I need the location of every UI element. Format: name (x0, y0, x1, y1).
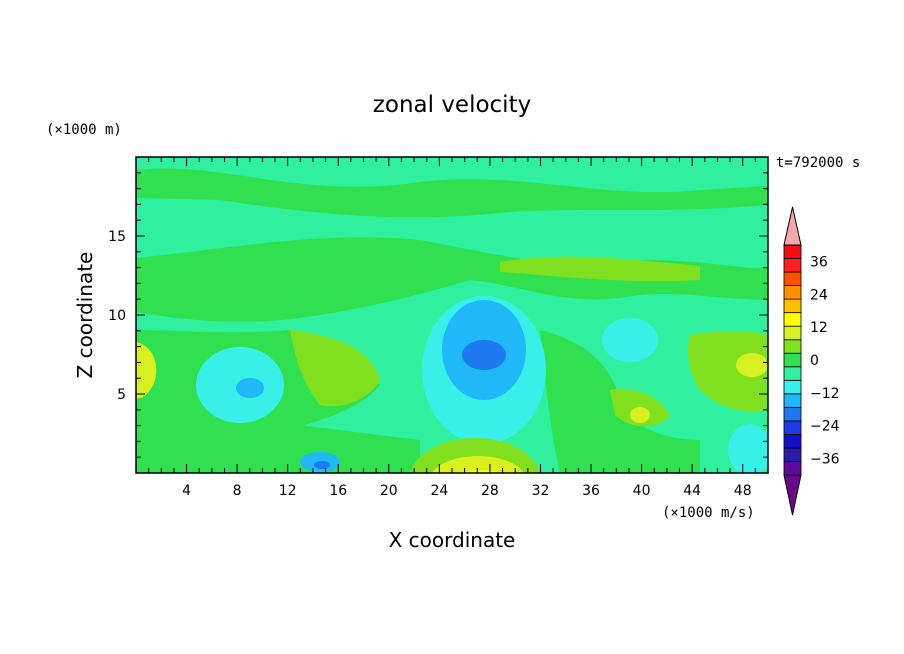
colorbar-swatch (783, 271, 802, 286)
y-tick-label: 5 (117, 387, 126, 403)
colorbar-swatch (783, 298, 802, 314)
band-upper-green (136, 168, 768, 218)
blob-bottom-core (314, 461, 330, 469)
colorbar-arrow-high (783, 206, 802, 246)
colorbar-tick-label: 0 (810, 353, 819, 369)
x-tick-label: 48 (734, 483, 752, 499)
band-mid-yellow (500, 256, 700, 282)
band-bottom-green (136, 417, 420, 473)
blob-bottom-green (410, 438, 540, 473)
y-tick-label: 15 (108, 229, 126, 245)
colorbar-arrow-low (783, 474, 802, 516)
colorbar-tick-label: 24 (810, 287, 828, 303)
x-tick-label: 32 (532, 483, 550, 499)
colorbar-swatch (783, 434, 802, 449)
colorbar-swatch (783, 258, 802, 273)
x-tick-label: 36 (582, 483, 600, 499)
blob-right-cyan (602, 318, 658, 362)
colorbar-swatch (783, 447, 802, 462)
colorbar-tick-label: 12 (810, 320, 828, 336)
colorbar-swatch (783, 420, 802, 435)
colorbar-swatch (783, 325, 802, 341)
colorbar-swatch (783, 339, 802, 354)
x-unit-label: (×1000 m/s) (662, 505, 755, 521)
blob-far-right-core (736, 353, 768, 377)
y-tick-label: 10 (108, 308, 126, 324)
colorbar-tick-label: −24 (810, 419, 840, 435)
colorbar-swatch (783, 393, 802, 408)
colorbar-swatch (783, 406, 802, 422)
x-tick-label: 40 (633, 483, 651, 499)
blob-center-core (462, 340, 506, 370)
y-axis-title: Z coordinate (73, 252, 97, 379)
chart-title: zonal velocity (373, 92, 531, 118)
x-tick-label: 12 (279, 483, 297, 499)
colorbar-tick-label: 36 (810, 254, 828, 270)
colorbar: 36 24 12 0 −12 −24 −36 (783, 206, 840, 516)
x-tick-label: 4 (182, 483, 191, 499)
y-axis: 5 10 15 (108, 172, 768, 458)
x-axis: 4 8 12 16 20 24 28 32 36 40 44 48 (148, 157, 756, 499)
band-mid-green (136, 237, 768, 322)
colorbar-swatch (783, 366, 802, 381)
colorbar-swatch (783, 379, 802, 395)
x-axis-title: X coordinate (389, 528, 516, 552)
blob-bottom-yellow (432, 456, 524, 473)
time-label: t=792000 s (776, 155, 860, 171)
x-tick-label: 16 (329, 483, 347, 499)
x-tick-label: 24 (430, 483, 448, 499)
heatmap-field (136, 157, 768, 473)
colorbar-swatch (783, 312, 802, 327)
x-tick-label: 8 (233, 483, 242, 499)
colorbar-swatch (783, 285, 802, 300)
x-tick-label: 20 (380, 483, 398, 499)
colorbar-tick-label: −36 (810, 452, 840, 468)
x-tick-label: 44 (683, 483, 701, 499)
x-tick-label: 28 (481, 483, 499, 499)
region-left-yellow (290, 330, 380, 407)
colorbar-swatch (783, 461, 802, 476)
y-unit-label: (×1000 m) (46, 122, 122, 138)
region-edge-yellow (136, 342, 157, 399)
colorbar-tick-label: −12 (810, 386, 840, 402)
blob-left-core (236, 378, 264, 398)
colorbar-swatch (783, 244, 802, 259)
region-far-right-yellow (688, 331, 768, 412)
colorbar-swatch (783, 352, 802, 368)
blob-corner-cyan (728, 424, 768, 473)
blob-right-yellow-core (630, 407, 650, 423)
